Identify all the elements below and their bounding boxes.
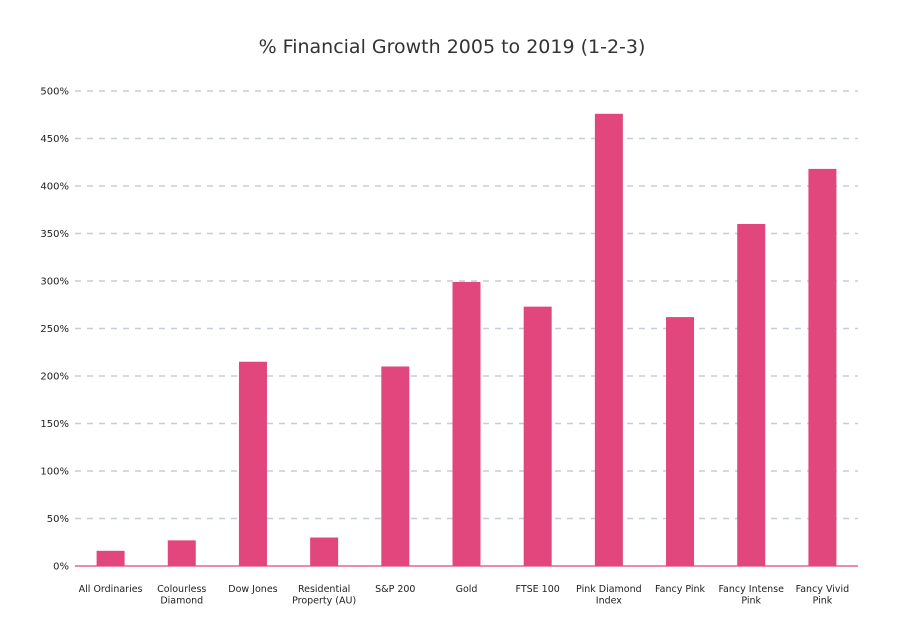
x-tick-label: All Ordinaries: [79, 584, 143, 595]
bar: [310, 537, 339, 566]
bar: [96, 550, 125, 566]
x-tick-label: Colourless Diamond: [157, 584, 206, 607]
bar: [452, 281, 481, 566]
bar: [238, 361, 267, 566]
y-tick-label: 50%: [47, 514, 69, 525]
x-tick-label: Residential Property (AU): [292, 584, 356, 607]
y-tick-label: 150%: [40, 419, 69, 430]
bar: [808, 168, 837, 566]
y-tick-label: 250%: [40, 324, 69, 335]
bars: [96, 113, 837, 567]
y-tick-label: 500%: [40, 87, 69, 98]
bar: [666, 317, 695, 566]
x-tick-label: FTSE 100: [516, 584, 560, 595]
y-tick-label: 200%: [40, 372, 69, 383]
x-tick-label: Fancy Pink: [655, 584, 705, 595]
bar: [381, 366, 410, 566]
gridlines: [75, 90, 858, 520]
x-tick-label: S&P 200: [375, 584, 415, 595]
x-axis-labels: All Ordinaries Colourless Diamond Dow Jones…: [79, 584, 850, 607]
bar: [167, 540, 196, 566]
y-tick-label: 300%: [40, 277, 69, 288]
y-tick-label: 350%: [40, 229, 69, 240]
y-tick-label: 0%: [53, 562, 69, 573]
y-tick-label: 450%: [40, 134, 69, 145]
x-tick-label: Fancy Intense Pink: [718, 584, 784, 607]
x-tick-label: Dow Jones: [228, 584, 277, 595]
x-tick-label: Pink Diamond Index: [576, 584, 642, 607]
x-tick-label: Gold: [456, 584, 478, 595]
bar: [594, 113, 623, 567]
chart-title: % Financial Growth 2005 to 2019 (1-2-3): [258, 36, 646, 58]
y-tick-label: 400%: [40, 182, 69, 193]
bar: [523, 306, 552, 566]
x-tick-label: Fancy Vivid Pink: [796, 584, 850, 607]
y-tick-label: 100%: [40, 467, 69, 478]
y-axis: 0% 50% 100% 150% 200% 250% 300% 350% 400% 450% 500…: [40, 87, 69, 573]
bar: [737, 224, 766, 566]
